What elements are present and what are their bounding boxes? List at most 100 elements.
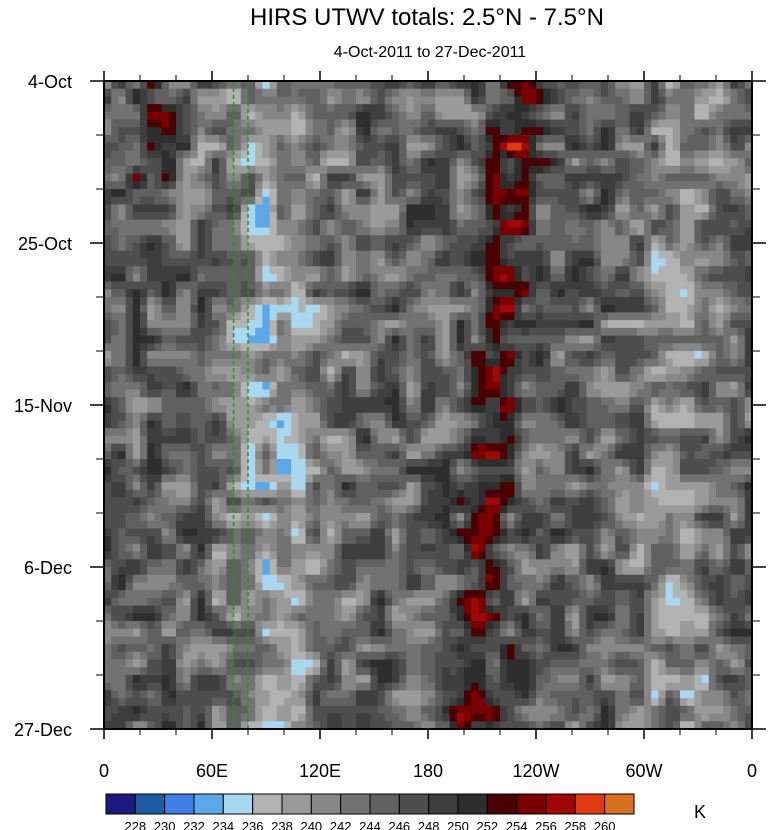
field-cell (240, 466, 249, 476)
field-cell (204, 189, 213, 198)
field-cell (550, 335, 559, 344)
field-cell (356, 428, 364, 437)
field-cell (680, 150, 688, 159)
field-cell (168, 96, 177, 105)
field-cell (586, 204, 595, 213)
field-cell (341, 343, 350, 352)
field-cell (564, 181, 573, 190)
field-cell (492, 289, 501, 298)
field-cell (176, 173, 184, 182)
field-cell (680, 189, 688, 198)
field-cell (276, 135, 285, 144)
field-cell (147, 366, 155, 375)
field-cell (478, 235, 487, 244)
field-cell (212, 482, 220, 491)
field-cell (636, 489, 645, 499)
field-cell (363, 335, 371, 344)
field-cell (111, 196, 119, 206)
field-cell (730, 219, 739, 229)
field-cell (233, 374, 242, 383)
field-cell (471, 119, 479, 128)
field-cell (644, 412, 652, 422)
field-cell (255, 219, 263, 229)
field-cell (291, 474, 299, 483)
field-cell (240, 281, 249, 290)
field-cell (291, 281, 299, 290)
field-cell (348, 165, 357, 175)
field-cell (399, 389, 407, 398)
field-cell (320, 489, 328, 499)
field-cell (579, 335, 587, 344)
field-cell (219, 451, 227, 460)
field-cell (464, 243, 472, 252)
field-cell (125, 459, 134, 468)
field-cell (212, 96, 220, 105)
field-cell (341, 335, 350, 344)
field-cell (406, 273, 415, 283)
field-cell (629, 366, 638, 375)
field-cell (507, 327, 515, 337)
field-cell (536, 173, 544, 182)
field-cell (363, 312, 371, 321)
field-cell (687, 181, 695, 190)
field-cell (248, 289, 256, 298)
field-cell (125, 466, 134, 476)
field-cell (665, 489, 674, 499)
field-cell (276, 474, 285, 483)
field-cell (550, 181, 559, 190)
field-cell (305, 420, 314, 429)
field-cell (543, 374, 551, 383)
field-cell (183, 88, 191, 98)
field-cell (305, 189, 314, 198)
field-cell (118, 181, 127, 190)
field-cell (413, 405, 422, 414)
field-cell (730, 351, 739, 360)
field-cell (248, 212, 256, 221)
field-cell (572, 96, 580, 105)
field-cell (435, 273, 443, 283)
field-cell (298, 250, 307, 260)
field-cell (413, 258, 422, 267)
field-cell (593, 111, 602, 121)
field-cell (197, 258, 206, 267)
field-cell (276, 351, 285, 360)
field-cell (521, 81, 530, 90)
field-cell (492, 297, 501, 306)
field-cell (492, 489, 501, 499)
field-cell (111, 181, 119, 190)
field-cell (730, 104, 739, 113)
field-cell (334, 235, 343, 244)
field-cell (132, 81, 141, 90)
field-cell (672, 227, 681, 236)
field-cell (449, 304, 458, 314)
field-cell (168, 366, 177, 375)
field-cell (730, 273, 739, 283)
field-cell (723, 111, 731, 121)
field-cell (197, 204, 206, 213)
field-cell (550, 273, 559, 283)
field-cell (550, 204, 559, 213)
field-cell (348, 389, 357, 398)
field-cell (125, 243, 134, 252)
field-cell (420, 204, 429, 213)
field-cell (464, 142, 472, 152)
field-cell (233, 227, 242, 236)
field-cell (586, 320, 595, 329)
field-cell (118, 459, 127, 468)
field-cell (701, 489, 710, 499)
field-cell (449, 358, 458, 368)
field-cell (716, 397, 724, 406)
field-cell (716, 111, 724, 121)
field-cell (255, 212, 263, 221)
field-cell (428, 165, 436, 175)
field-cell (255, 351, 263, 360)
field-cell (356, 250, 364, 260)
field-cell (651, 389, 659, 398)
field-cell (348, 150, 357, 159)
field-cell (190, 181, 199, 190)
field-cell (471, 273, 479, 283)
field-cell (327, 505, 335, 514)
field-cell (305, 474, 314, 483)
field-cell (399, 428, 407, 437)
